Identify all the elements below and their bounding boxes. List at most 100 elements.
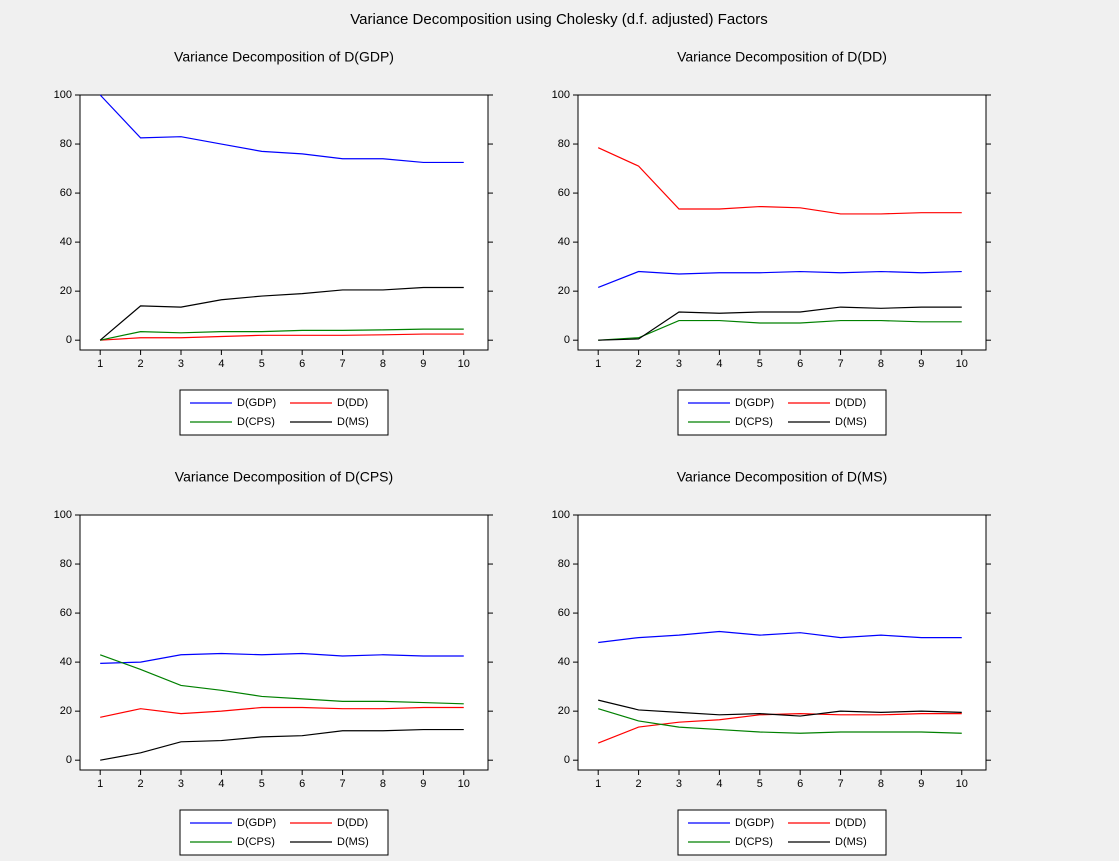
chart-title: Variance Decomposition of D(MS) xyxy=(677,469,888,485)
x-tick-label: 5 xyxy=(757,358,763,370)
legend-label: D(GDP) xyxy=(735,817,774,829)
legend-label: D(CPS) xyxy=(237,836,275,848)
series-line xyxy=(597,270,962,289)
chart-title: Variance Decomposition of D(DD) xyxy=(677,49,887,65)
x-tick-label: 5 xyxy=(259,778,265,790)
y-tick-label: 80 xyxy=(558,138,570,150)
y-tick-label: 100 xyxy=(54,509,72,521)
legend-label: D(DD) xyxy=(835,817,866,829)
figure-title: Variance Decomposition using Cholesky (d… xyxy=(350,11,767,28)
y-tick-label: 100 xyxy=(54,89,72,101)
y-tick-label: 60 xyxy=(558,187,570,199)
x-tick-label: 2 xyxy=(138,358,144,370)
y-tick-label: 40 xyxy=(60,656,72,668)
legend xyxy=(179,809,389,856)
series-line xyxy=(100,706,464,718)
series-line xyxy=(100,652,464,664)
y-tick-label: 40 xyxy=(558,656,570,668)
y-tick-label: 20 xyxy=(60,285,72,297)
plot-area xyxy=(577,514,987,771)
x-tick-label: 9 xyxy=(918,358,924,370)
x-tick-label: 1 xyxy=(97,358,103,370)
y-tick-label: 20 xyxy=(558,705,570,717)
y-tick-label: 60 xyxy=(60,187,72,199)
chart-title: Variance Decomposition of D(CPS) xyxy=(175,469,393,485)
x-tick-label: 5 xyxy=(259,358,265,370)
y-tick-label: 0 xyxy=(66,754,72,766)
x-tick-label: 10 xyxy=(956,358,968,370)
legend-label: D(MS) xyxy=(337,836,369,848)
y-tick-label: 80 xyxy=(60,138,72,150)
x-tick-label: 7 xyxy=(340,778,346,790)
legend-label: D(MS) xyxy=(835,836,867,848)
x-tick-label: 8 xyxy=(878,358,884,370)
legend-label: D(MS) xyxy=(337,416,369,428)
series-line xyxy=(598,306,962,341)
series-line xyxy=(100,328,464,341)
y-tick-label: 40 xyxy=(558,236,570,248)
y-tick-label: 20 xyxy=(558,285,570,297)
legend xyxy=(677,809,887,856)
plot-area xyxy=(79,514,489,771)
x-tick-label: 3 xyxy=(178,358,184,370)
x-tick-label: 9 xyxy=(420,778,426,790)
x-tick-label: 3 xyxy=(178,778,184,790)
y-tick-label: 60 xyxy=(558,607,570,619)
x-tick-label: 8 xyxy=(380,778,386,790)
legend xyxy=(179,389,389,436)
x-tick-label: 4 xyxy=(716,358,722,370)
series-line xyxy=(99,94,464,164)
series-line xyxy=(597,713,962,744)
x-tick-label: 10 xyxy=(458,778,470,790)
x-tick-label: 1 xyxy=(595,778,601,790)
legend-label: D(CPS) xyxy=(735,836,773,848)
x-tick-label: 8 xyxy=(380,358,386,370)
series-line xyxy=(597,147,962,215)
legend-label: D(GDP) xyxy=(237,817,276,829)
y-tick-label: 0 xyxy=(564,754,570,766)
y-tick-label: 0 xyxy=(66,334,72,346)
y-tick-label: 60 xyxy=(60,607,72,619)
x-tick-label: 6 xyxy=(299,358,305,370)
x-tick-label: 2 xyxy=(138,778,144,790)
y-tick-label: 80 xyxy=(558,558,570,570)
series-line xyxy=(100,333,464,341)
series-line xyxy=(598,708,962,734)
plot-area xyxy=(79,94,489,351)
legend-label: D(DD) xyxy=(835,397,866,409)
chart-title: Variance Decomposition of D(GDP) xyxy=(174,49,394,65)
x-tick-label: 10 xyxy=(956,778,968,790)
x-tick-label: 4 xyxy=(218,358,224,370)
x-tick-label: 4 xyxy=(218,778,224,790)
x-tick-label: 3 xyxy=(676,778,682,790)
legend-label: D(MS) xyxy=(835,416,867,428)
y-tick-label: 100 xyxy=(552,509,570,521)
x-tick-label: 7 xyxy=(838,778,844,790)
y-tick-label: 0 xyxy=(564,334,570,346)
y-tick-label: 40 xyxy=(60,236,72,248)
series-line xyxy=(598,699,962,717)
x-tick-label: 1 xyxy=(97,778,103,790)
legend-label: D(CPS) xyxy=(735,416,773,428)
x-tick-label: 3 xyxy=(676,358,682,370)
legend xyxy=(677,389,887,436)
legend-label: D(DD) xyxy=(337,817,368,829)
y-tick-label: 100 xyxy=(552,89,570,101)
x-tick-label: 4 xyxy=(716,778,722,790)
series-line xyxy=(598,319,962,341)
series-line xyxy=(99,654,464,705)
legend-label: D(GDP) xyxy=(237,397,276,409)
series-line xyxy=(598,630,962,644)
y-tick-label: 80 xyxy=(60,558,72,570)
x-tick-label: 2 xyxy=(636,778,642,790)
x-tick-label: 8 xyxy=(878,778,884,790)
x-tick-label: 7 xyxy=(838,358,844,370)
series-line xyxy=(99,286,464,341)
legend-label: D(CPS) xyxy=(237,416,275,428)
legend-label: D(GDP) xyxy=(735,397,774,409)
x-tick-label: 7 xyxy=(340,358,346,370)
x-tick-label: 6 xyxy=(797,778,803,790)
x-tick-label: 5 xyxy=(757,778,763,790)
x-tick-label: 9 xyxy=(420,358,426,370)
